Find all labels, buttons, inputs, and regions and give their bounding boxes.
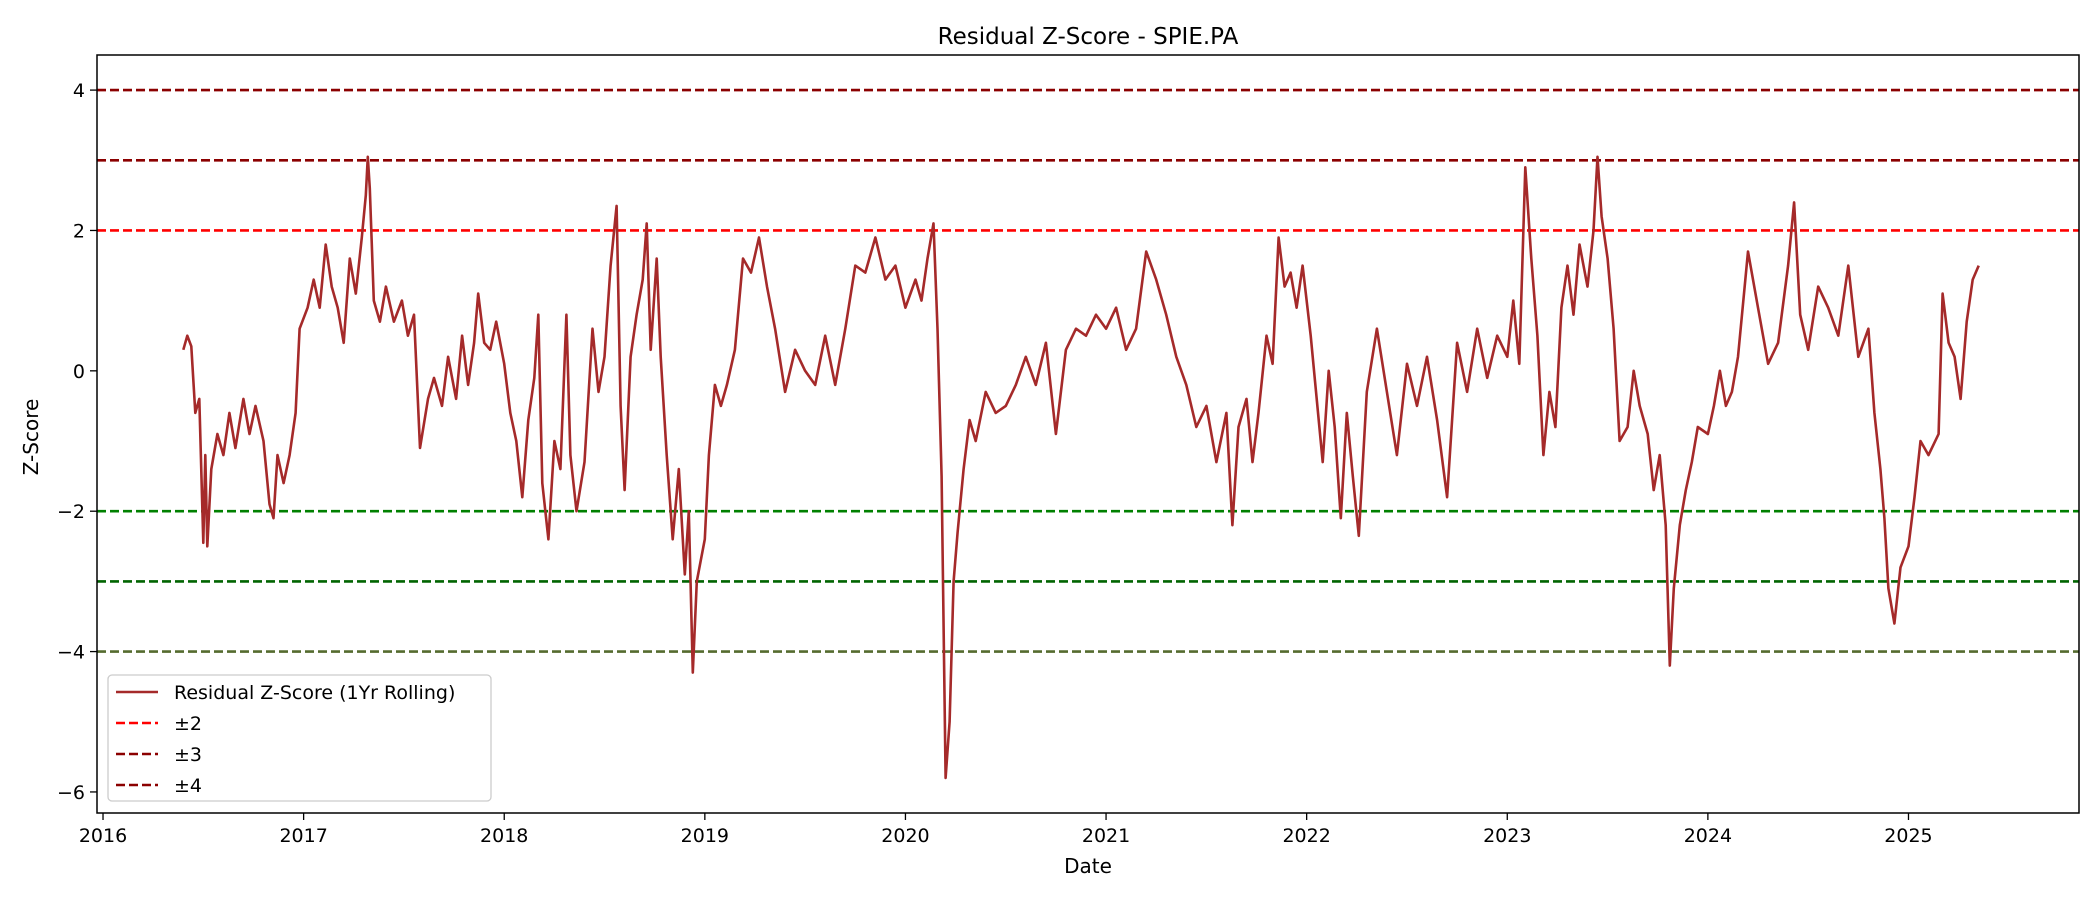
y-tick-label: −4	[57, 642, 85, 664]
y-tick-label: 4	[73, 80, 85, 102]
y-tick-label: −2	[57, 501, 85, 523]
legend: Residual Z-Score (1Yr Rolling) ±2 ±3 ±4	[107, 674, 492, 802]
x-tick-label: 2022	[1282, 825, 1330, 847]
y-tick-label: 0	[73, 361, 85, 383]
y-axis-label: Z-Score	[19, 399, 43, 476]
x-tick-label: 2017	[279, 825, 327, 847]
y-tick-label: −6	[57, 782, 85, 804]
x-tick-label: 2020	[881, 825, 929, 847]
x-tick-label: 2023	[1483, 825, 1531, 847]
plot-area: 2016 2017 2018 2019 2020 2021 2022 2023 2024 2025…	[57, 54, 2080, 847]
x-tick-label: 2019	[681, 825, 729, 847]
plot-frame	[96, 54, 2080, 814]
series-line-0	[182, 155, 1980, 780]
x-tick-label: 2016	[79, 825, 127, 847]
x-tick-label: 2018	[480, 825, 528, 847]
legend-label: ±4	[174, 775, 202, 797]
x-tick-label: 2025	[1884, 825, 1932, 847]
legend-label: ±2	[174, 713, 202, 735]
x-tick-label: 2024	[1684, 825, 1732, 847]
chart-title: Residual Z-Score - SPIE.PA	[938, 24, 1239, 50]
legend-label: ±3	[174, 744, 202, 766]
y-tick-label: 2	[73, 220, 85, 242]
legend-label: Residual Z-Score (1Yr Rolling)	[174, 682, 455, 704]
x-tick-label: 2021	[1082, 825, 1130, 847]
legend-box	[107, 674, 492, 802]
x-axis-label: Date	[1064, 854, 1112, 878]
